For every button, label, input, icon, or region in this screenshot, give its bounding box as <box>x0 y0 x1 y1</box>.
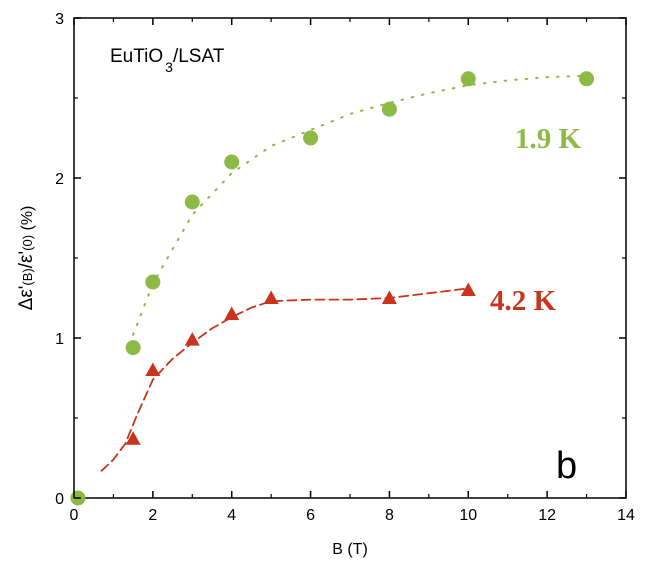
fit-line-triangles <box>100 287 470 472</box>
data-point-circle <box>125 340 141 356</box>
x-tick-label: 4 <box>227 507 236 524</box>
data-point-circle <box>579 71 595 87</box>
data-point-triangle <box>125 431 141 445</box>
x-tick-label: 0 <box>70 507 79 524</box>
data-markers <box>70 71 595 506</box>
x-tick-label: 14 <box>617 507 635 524</box>
data-point-triangle <box>224 306 240 320</box>
panel-label: b <box>556 445 577 487</box>
y-tick-label: 3 <box>55 11 64 28</box>
data-point-triangle <box>381 290 397 304</box>
data-point-circle <box>145 274 161 290</box>
series-label-4-2k: 4.2 K <box>490 285 557 317</box>
data-point-circle <box>381 101 397 117</box>
x-axis-label: B (T) <box>332 541 368 558</box>
plot-frame <box>73 17 627 499</box>
axis-ticks <box>73 17 627 499</box>
y-tick-label: 1 <box>55 331 64 348</box>
data-point-circle <box>303 130 319 146</box>
y-tick-label: 2 <box>55 171 64 188</box>
fit-lines <box>100 74 588 472</box>
data-point-triangle <box>184 332 200 346</box>
data-point-triangle <box>145 362 161 376</box>
data-point-circle <box>184 194 200 210</box>
data-point-triangle <box>460 282 476 296</box>
x-tick-label: 8 <box>385 507 394 524</box>
data-point-triangle <box>263 290 279 304</box>
y-tick-label: 0 <box>55 491 64 508</box>
data-point-circle <box>460 71 476 87</box>
x-tick-label: 10 <box>459 507 477 524</box>
series-label-1-9k: 1.9 K <box>515 123 582 155</box>
data-point-circle <box>224 154 240 170</box>
x-tick-label: 12 <box>538 507 556 524</box>
chart-title: EuTiO 3/LSAT <box>110 46 225 75</box>
y-axis-label: Δε'(B)/ε'(0) (%) <box>16 206 37 311</box>
x-tick-label: 2 <box>148 507 157 524</box>
x-tick-label: 6 <box>306 507 315 524</box>
